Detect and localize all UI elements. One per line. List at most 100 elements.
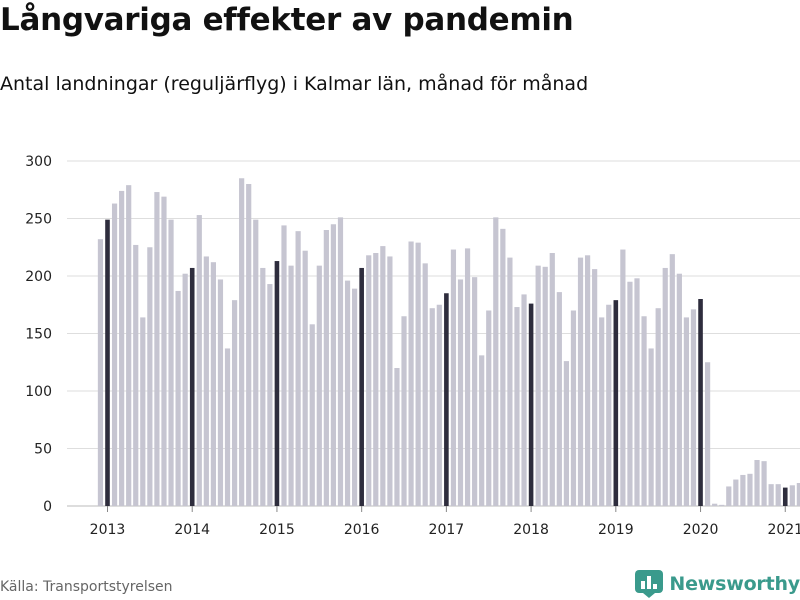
bar: [323, 230, 329, 506]
bar: [111, 203, 118, 507]
bar: [754, 460, 760, 506]
bar: [444, 293, 449, 506]
bar: [401, 316, 407, 506]
y-tick-label: 50: [34, 442, 52, 458]
bar: [521, 294, 527, 506]
bar: [486, 310, 492, 506]
bar: [641, 316, 647, 506]
bar: [239, 178, 245, 506]
bar: [140, 317, 146, 506]
bar: [359, 267, 364, 506]
bar: [366, 255, 372, 506]
bar: [726, 486, 732, 506]
y-tick-label: 250: [25, 212, 52, 228]
bar: [133, 244, 139, 506]
bar: [584, 255, 591, 506]
x-tick-label: 2017: [429, 522, 465, 538]
bar: [528, 303, 534, 506]
bar: [620, 249, 626, 507]
bar: [337, 217, 344, 506]
bar: [450, 249, 457, 507]
bar: [669, 254, 675, 506]
x-tick-label: 2014: [174, 522, 210, 538]
bar: [147, 247, 153, 506]
y-tick-label: 100: [25, 384, 52, 400]
bar: [224, 348, 231, 506]
bar: [719, 504, 725, 506]
bar: [698, 299, 703, 506]
bar: [330, 224, 337, 506]
bar: [97, 239, 104, 506]
bar: [394, 368, 400, 506]
bar: [217, 279, 224, 506]
bar: [690, 309, 697, 506]
bar: [387, 256, 393, 506]
bar: [203, 256, 209, 506]
bar: [126, 185, 132, 506]
bar: [352, 288, 358, 506]
x-tick-label: 2018: [513, 522, 549, 538]
bar: [507, 257, 513, 506]
bar: [295, 231, 301, 506]
bar: [415, 242, 421, 506]
brand-logo: Newsworthy: [635, 569, 800, 599]
y-tick-label: 200: [25, 269, 52, 285]
bar: [457, 279, 464, 506]
bar: [577, 257, 584, 506]
bar: [796, 483, 800, 506]
x-tick-label: 2020: [683, 522, 719, 538]
bar: [634, 278, 640, 506]
bar: [705, 362, 711, 506]
x-tick-label: 2016: [344, 522, 380, 538]
bar: [789, 485, 795, 506]
bar: [274, 261, 280, 506]
bar: [281, 225, 287, 506]
bar: [316, 265, 322, 506]
bar: [662, 267, 668, 506]
bar: [260, 267, 266, 506]
x-tick-label: 2015: [259, 522, 295, 538]
bar: [309, 324, 315, 506]
bar: [683, 317, 690, 506]
bar: [189, 267, 195, 506]
bar: [429, 308, 435, 506]
x-tick-label: 2021: [767, 522, 800, 538]
x-tick-label: 2019: [598, 522, 634, 538]
bar: [768, 484, 774, 506]
bar: [493, 217, 499, 506]
chart-title: Långvariga effekter av pandemin: [0, 2, 574, 38]
bar: [422, 263, 428, 506]
y-tick-label: 300: [25, 154, 52, 170]
bar: [436, 304, 442, 506]
bar: [119, 190, 125, 506]
bar: [196, 215, 202, 507]
brand-name: Newsworthy: [669, 573, 800, 595]
bar: [154, 192, 160, 507]
bar: [613, 300, 619, 506]
bar: [535, 265, 541, 506]
bar: [210, 262, 216, 506]
bar: [648, 348, 654, 506]
bar: [563, 361, 569, 506]
bar: [246, 184, 252, 506]
bar: [606, 304, 612, 506]
bar: [380, 246, 386, 506]
y-tick-label: 0: [43, 499, 52, 515]
bar: [761, 461, 767, 506]
bar: [514, 307, 520, 506]
bar: [253, 219, 259, 506]
bar: [733, 479, 739, 506]
y-tick-label: 150: [25, 327, 52, 343]
bar: [168, 219, 174, 506]
bar: [302, 250, 308, 506]
bar: [472, 277, 478, 506]
x-tick-label: 2013: [90, 522, 126, 538]
bar: [556, 292, 562, 506]
bar-chart: 0 50 100 150 200 250 300 2013 2014 2015 2016 2017 20…: [25, 154, 800, 538]
bar: [373, 253, 379, 506]
bar: [740, 474, 746, 506]
source-note: Källa: Transportstyrelsen: [0, 579, 173, 595]
bar: [782, 487, 788, 506]
bar: [344, 280, 351, 506]
bar-chart-logo-icon: [635, 570, 664, 598]
